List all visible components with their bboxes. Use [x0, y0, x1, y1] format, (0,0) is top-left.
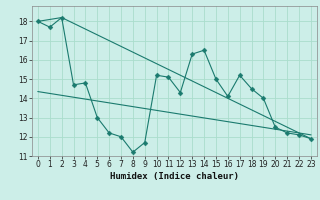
- X-axis label: Humidex (Indice chaleur): Humidex (Indice chaleur): [110, 172, 239, 181]
